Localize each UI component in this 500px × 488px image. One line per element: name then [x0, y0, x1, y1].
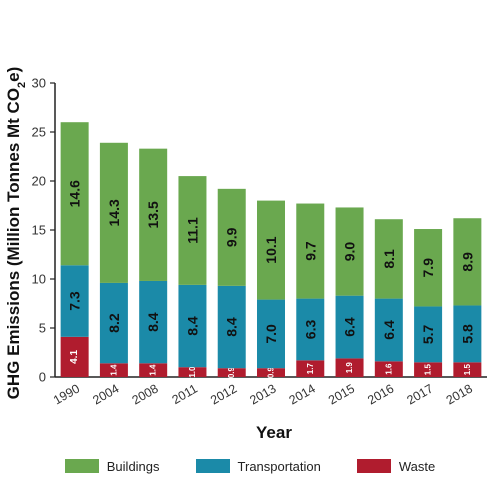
data-label-transportation-2004: 8.2 — [106, 313, 122, 333]
bar-transportation-2016 — [374, 298, 403, 362]
data-label-transportation-1990: 7.3 — [67, 291, 83, 311]
data-label-buildings-2017: 7.9 — [420, 258, 436, 278]
bar-transportation-2014 — [296, 298, 325, 361]
bar-buildings-2013 — [257, 200, 285, 300]
data-label-transportation-2014: 6.3 — [302, 320, 318, 340]
bar-transportation-1990 — [60, 265, 89, 337]
legend-item-waste: Waste — [356, 458, 436, 474]
bar-waste-2015 — [335, 358, 364, 377]
bar-transportation-2017 — [414, 306, 443, 363]
bar-buildings-2008 — [139, 148, 168, 281]
bar-transportation-2004 — [99, 282, 128, 364]
data-label-buildings-2016: 8.1 — [381, 249, 397, 269]
legend-item-buildings: Buildings — [64, 458, 160, 474]
bar-buildings-2004 — [99, 142, 128, 283]
legend-label-buildings: Buildings — [106, 458, 160, 474]
x-tick-label: 2014 — [287, 381, 318, 407]
bar-waste-2017 — [414, 362, 443, 377]
data-label-waste-2013: 0.9 — [267, 366, 276, 378]
data-label-transportation-2016: 6.4 — [381, 320, 397, 340]
data-label-buildings-2014: 9.7 — [302, 241, 318, 261]
bar-waste-2004 — [99, 363, 128, 377]
data-label-buildings-1990: 14.6 — [67, 180, 83, 207]
data-label-buildings-2008: 13.5 — [145, 201, 161, 228]
bar-waste-1990 — [60, 336, 89, 377]
y-tick-label: 15 — [32, 223, 46, 238]
x-tick-label: 2013 — [247, 381, 278, 407]
bar-waste-2008 — [139, 363, 168, 377]
bar-buildings-2014 — [296, 203, 325, 299]
data-label-buildings-2013: 10.1 — [263, 236, 279, 263]
data-label-transportation-2012: 8.4 — [224, 317, 240, 337]
legend-label-waste: Waste — [398, 458, 436, 474]
bar-transportation-2012 — [217, 285, 246, 369]
data-label-waste-2014: 1.7 — [306, 363, 315, 375]
data-label-waste-2015: 1.9 — [345, 362, 354, 374]
data-label-transportation-2013: 7.0 — [263, 324, 279, 344]
bar-buildings-2015 — [335, 207, 364, 296]
bar-buildings-2016 — [374, 219, 403, 299]
x-axis-label: Year — [256, 423, 292, 442]
data-label-buildings-2018: 8.9 — [459, 252, 475, 272]
data-label-transportation-2008: 8.4 — [145, 312, 161, 332]
bar-buildings-2018 — [453, 218, 482, 306]
legend-swatch-transportation — [195, 459, 230, 473]
bar-buildings-2017 — [414, 229, 443, 307]
data-label-transportation-2018: 5.8 — [459, 324, 475, 344]
bar-buildings-1990 — [60, 122, 89, 266]
x-tick-label: 2008 — [130, 381, 161, 407]
data-label-waste-2017: 1.5 — [424, 364, 433, 376]
data-label-waste-2004: 1.4 — [109, 364, 118, 376]
data-label-buildings-2012: 9.9 — [224, 227, 240, 247]
legend-item-transportation: Transportation — [195, 458, 321, 474]
data-label-buildings-2004: 14.3 — [106, 199, 122, 226]
bar-waste-2016 — [374, 361, 403, 377]
bar-buildings-2011 — [178, 176, 207, 285]
bar-transportation-2011 — [178, 284, 207, 368]
bar-waste-2013 — [257, 368, 285, 377]
bar-waste-2014 — [296, 360, 325, 377]
legend-label-transportation: Transportation — [237, 458, 321, 474]
bar-transportation-2008 — [139, 280, 168, 364]
legend: Buildings Transportation Waste — [0, 455, 500, 477]
stacked-bar-chart: 0 5 10 15 20 25 30 GHG Emissions (Million Tonne… — [4, 67, 487, 442]
bar-waste-2018 — [453, 362, 482, 377]
data-label-waste-2018: 1.5 — [463, 364, 472, 376]
bar-transportation-2015 — [335, 295, 364, 359]
legend-swatch-waste — [356, 459, 391, 473]
x-tick-label: 2011 — [170, 381, 200, 407]
data-label-waste-2012: 0.9 — [227, 366, 236, 378]
data-label-waste-2016: 1.6 — [384, 363, 393, 375]
bar-buildings-2012 — [217, 188, 246, 286]
x-tick-label: 2017 — [405, 381, 436, 407]
bar-transportation-2018 — [453, 305, 482, 363]
y-tick-label: 30 — [32, 76, 46, 91]
x-tick-label: 2004 — [90, 381, 121, 407]
data-label-buildings-2015: 9.0 — [342, 242, 358, 262]
x-tick-label: 2015 — [326, 381, 357, 407]
data-label-waste-1990: 4.1 — [69, 350, 80, 364]
y-axis-label: GHG Emissions (Million Tonnes Mt CO2e) — [4, 67, 28, 400]
data-label-transportation-2017: 5.7 — [420, 324, 436, 344]
y-tick-label: 5 — [39, 321, 46, 336]
x-tick-label: 1990 — [51, 381, 82, 407]
bar-transportation-2013 — [257, 299, 285, 369]
y-tick-label: 25 — [32, 125, 46, 140]
data-label-buildings-2011: 11.1 — [184, 217, 200, 244]
data-label-transportation-2015: 6.4 — [342, 317, 358, 337]
bar-waste-2012 — [217, 368, 246, 377]
y-tick-label: 0 — [39, 370, 46, 385]
y-tick-label: 20 — [32, 174, 46, 189]
x-tick-label: 2016 — [365, 381, 396, 407]
x-tick-label: 2018 — [444, 381, 475, 407]
y-tick-label: 10 — [32, 272, 46, 287]
data-label-waste-2011: 1.0 — [188, 366, 197, 378]
data-label-transportation-2011: 8.4 — [184, 316, 200, 336]
x-tick-label: 2012 — [208, 381, 239, 407]
legend-swatch-buildings — [64, 459, 99, 473]
bar-waste-2011 — [178, 367, 207, 377]
data-label-waste-2008: 1.4 — [149, 364, 158, 376]
